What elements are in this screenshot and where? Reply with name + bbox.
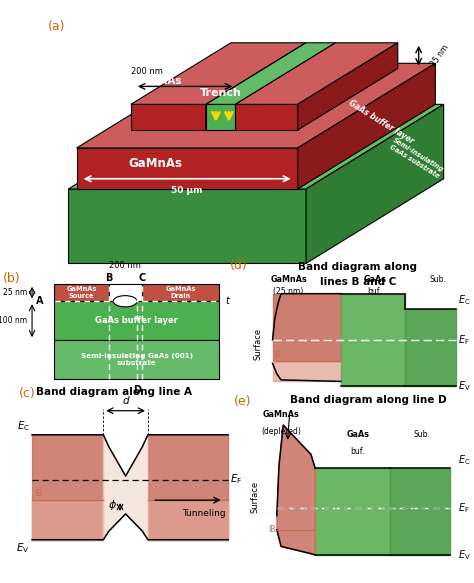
Polygon shape	[68, 189, 306, 264]
Text: GaMnAs: GaMnAs	[134, 76, 182, 86]
Text: IB: IB	[268, 525, 276, 534]
Polygon shape	[206, 43, 335, 104]
Text: GaMnAs
Source: GaMnAs Source	[66, 286, 97, 299]
Ellipse shape	[113, 296, 137, 307]
Polygon shape	[131, 43, 306, 104]
Text: $E_{\mathregular{F}}$: $E_{\mathregular{F}}$	[230, 473, 243, 486]
Text: IB: IB	[34, 490, 43, 498]
Text: 100 nm: 100 nm	[0, 316, 27, 325]
Polygon shape	[77, 64, 435, 148]
Text: GaMnAs: GaMnAs	[270, 275, 307, 284]
Text: (d): (d)	[230, 258, 247, 272]
Text: lines B and C: lines B and C	[319, 278, 396, 287]
Text: D: D	[133, 385, 141, 395]
Polygon shape	[298, 64, 435, 189]
Text: (c): (c)	[18, 387, 36, 399]
Polygon shape	[206, 43, 306, 130]
Text: (e): (e)	[234, 395, 252, 408]
Text: GaAs: GaAs	[346, 430, 369, 439]
Text: Sub.: Sub.	[429, 275, 447, 284]
Polygon shape	[68, 104, 444, 189]
Text: t: t	[226, 296, 230, 306]
Text: d: d	[122, 395, 129, 406]
Polygon shape	[77, 148, 298, 189]
Text: (b): (b)	[3, 272, 21, 285]
Text: 200 nm: 200 nm	[109, 261, 141, 269]
Text: B: B	[105, 273, 112, 283]
Text: Sub.: Sub.	[413, 430, 430, 439]
Polygon shape	[103, 435, 148, 540]
Text: GaAs buffer layer: GaAs buffer layer	[347, 99, 415, 146]
Text: 200 nm: 200 nm	[131, 67, 163, 76]
Text: GaMnAs: GaMnAs	[263, 410, 300, 419]
Text: $E_{\mathregular{V}}$: $E_{\mathregular{V}}$	[458, 380, 471, 394]
Polygon shape	[306, 104, 444, 264]
Text: 25 nm: 25 nm	[3, 288, 27, 297]
Text: Surface: Surface	[253, 328, 262, 360]
Text: A: A	[36, 296, 43, 306]
Text: GaAs buffer layer: GaAs buffer layer	[95, 316, 178, 325]
Text: $E_{\mathregular{V}}$: $E_{\mathregular{V}}$	[458, 548, 471, 561]
Text: Band diagram along line D: Band diagram along line D	[290, 395, 447, 405]
Text: 50 μm: 50 μm	[172, 187, 203, 195]
Text: Semi-insulating
GaAs substrate: Semi-insulating GaAs substrate	[388, 137, 445, 180]
Bar	[55, 340, 219, 379]
Text: Band diagram along line A: Band diagram along line A	[36, 387, 192, 396]
Polygon shape	[235, 43, 398, 104]
Text: $E_{\mathregular{F}}$: $E_{\mathregular{F}}$	[458, 501, 470, 515]
Text: (25 nm): (25 nm)	[273, 287, 304, 296]
Bar	[142, 284, 219, 301]
Text: buf.: buf.	[368, 287, 382, 296]
Polygon shape	[235, 104, 298, 130]
Text: Trench: Trench	[200, 88, 241, 98]
Text: $E_{\mathregular{C}}$: $E_{\mathregular{C}}$	[458, 453, 471, 466]
Text: $E_{\mathregular{C}}$: $E_{\mathregular{C}}$	[458, 294, 471, 307]
Text: Surface: Surface	[251, 480, 260, 512]
Bar	[109, 284, 142, 301]
Text: Band diagram along: Band diagram along	[298, 262, 418, 272]
Text: $E_{\mathregular{V}}$: $E_{\mathregular{V}}$	[17, 542, 30, 555]
Text: $\phi$: $\phi$	[108, 498, 117, 512]
Polygon shape	[277, 425, 315, 555]
Text: GaMnAs
Drain: GaMnAs Drain	[165, 286, 196, 299]
Polygon shape	[131, 104, 206, 130]
Text: (depleted): (depleted)	[261, 427, 301, 436]
Polygon shape	[298, 43, 398, 130]
Text: GaAs: GaAs	[364, 275, 386, 284]
Text: Semi-insulating GaAs (001)
substrate: Semi-insulating GaAs (001) substrate	[81, 353, 193, 366]
Polygon shape	[206, 104, 235, 130]
Text: C: C	[138, 273, 146, 283]
Bar	[55, 301, 219, 340]
Text: GaMnAs: GaMnAs	[129, 157, 183, 170]
Text: $E_{\mathregular{C}}$: $E_{\mathregular{C}}$	[17, 419, 30, 433]
Text: buf.: buf.	[351, 447, 365, 456]
Text: Tunneling: Tunneling	[182, 509, 226, 518]
Bar	[55, 284, 109, 301]
Text: 25 nm: 25 nm	[429, 43, 450, 68]
Text: $E_{\mathregular{F}}$: $E_{\mathregular{F}}$	[458, 333, 470, 347]
Text: IB: IB	[273, 351, 281, 360]
Text: (a): (a)	[47, 20, 65, 33]
